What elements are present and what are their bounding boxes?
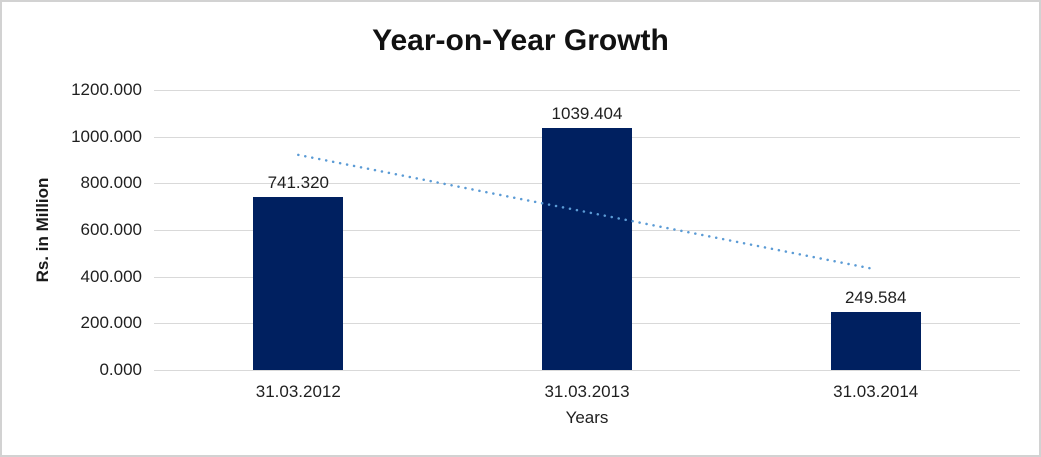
y-tick-label: 800.000 — [80, 173, 142, 193]
y-tick-label: 600.000 — [80, 220, 142, 239]
x-tick-label: 31.03.2014 — [833, 382, 919, 401]
y-axis-title: Rs. in Million — [33, 177, 52, 283]
y-tick-label: 1000.000 — [71, 126, 142, 146]
y-tick-label: 200.000 — [80, 313, 142, 333]
gridline x-axis-line — [154, 370, 1020, 371]
x-tick-label: 31.03.2013 — [544, 382, 630, 401]
bar-group-2014: 249.584 — [816, 288, 936, 370]
bar-2012 — [253, 197, 344, 370]
bar-group-2012: 741.320 — [238, 173, 358, 370]
y-tick-label: 0.000 — [99, 360, 142, 379]
bar-value-label: 1039.404 — [551, 103, 623, 123]
x-axis-title: Years — [565, 408, 609, 427]
y-tick-label: 400.000 — [80, 266, 142, 286]
plot-area: 741.320 1039.404 249.584 — [154, 90, 1020, 371]
bar-value-label: 249.584 — [844, 287, 907, 307]
gridline — [154, 90, 1020, 91]
bar-value-label: 741.320 — [267, 173, 330, 192]
bar-group-2013: 1039.404 — [527, 103, 647, 370]
bar-2014 — [830, 311, 921, 370]
chart-title: Year-on-Year Growth — [372, 24, 669, 57]
y-tick-label: 1200.000 — [71, 80, 142, 99]
x-tick-label: 31.03.2012 — [255, 382, 341, 401]
bar-2013 — [542, 127, 632, 370]
